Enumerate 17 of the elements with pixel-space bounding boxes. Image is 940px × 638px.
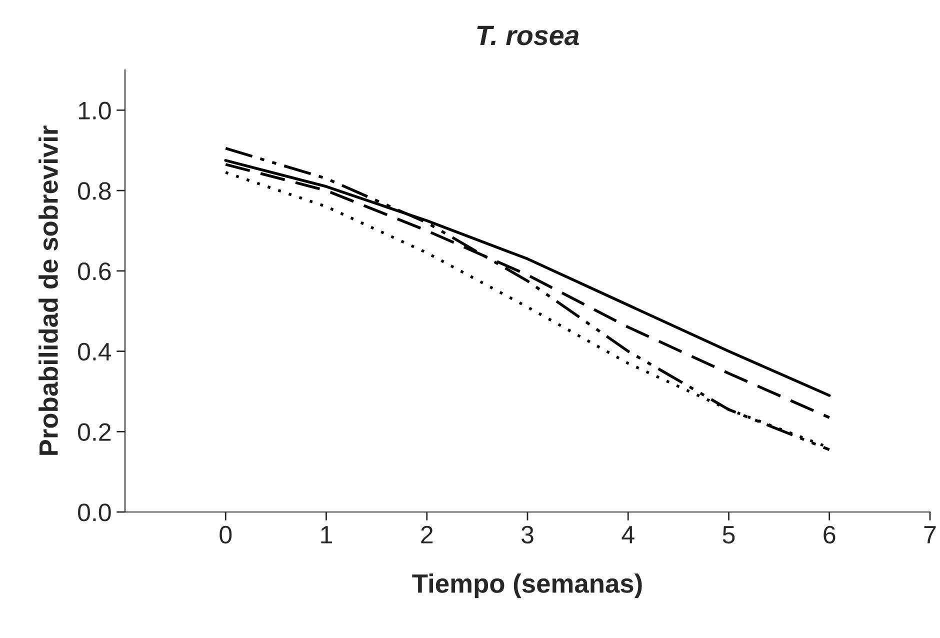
y-tick-label: 0.6	[78, 262, 111, 280]
y-tick-label: 0.2	[78, 423, 111, 441]
y-tick-label: 0.8	[78, 182, 111, 200]
x-axis-title: Tiempo (semanas)	[412, 574, 642, 598]
x-tick-label: 0	[220, 526, 232, 544]
x-tick-label: 1	[321, 526, 332, 544]
y-tick-label: 0.4	[78, 342, 112, 361]
chart-title: T. rosea	[477, 26, 579, 46]
x-tick-label: 4	[622, 526, 634, 544]
x-tick-label: 2	[421, 526, 433, 544]
x-tick-label: 3	[522, 526, 534, 544]
x-tick-label: 7	[924, 526, 936, 544]
x-tick-label: 6	[824, 526, 836, 544]
y-tick-label: 0.0	[78, 504, 111, 522]
y-tick-label: 1.0	[78, 102, 111, 120]
y-axis-title: Probabilidad de sobrevivir	[38, 126, 58, 455]
x-tick-label: 5	[722, 526, 735, 544]
